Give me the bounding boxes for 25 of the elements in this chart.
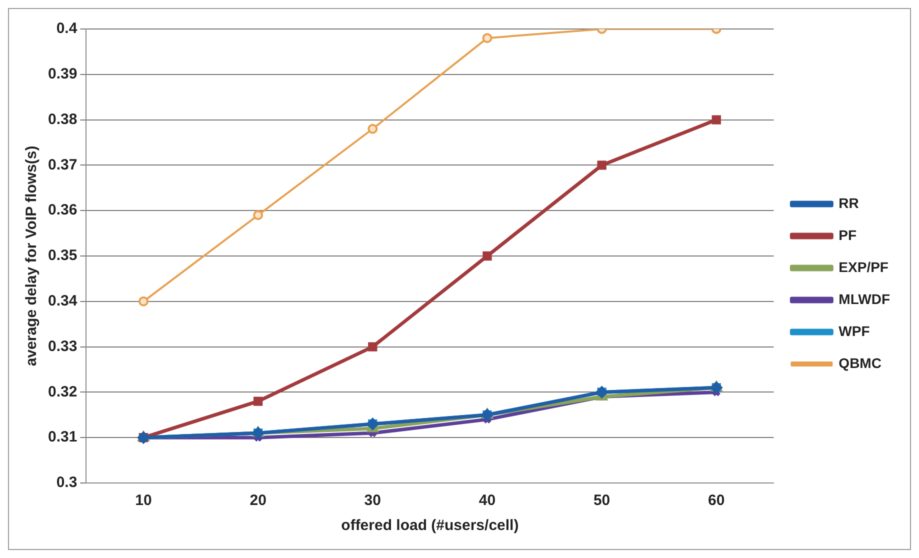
- x-tick-label: 60: [708, 492, 725, 510]
- x-tick-label: 40: [478, 492, 496, 510]
- legend-label: EXP/PF: [838, 258, 889, 275]
- y-tick-label: 0.37: [48, 156, 78, 174]
- x-tick-label: 50: [593, 492, 610, 510]
- x-tick-label: 20: [250, 492, 266, 510]
- y-tick-label: 0.4: [56, 20, 78, 38]
- y-tick-label: 0.33: [48, 338, 78, 355]
- x-tick-label: 10: [135, 492, 152, 510]
- y-tick-label: 0.3: [56, 474, 78, 492]
- y-tick-label: 0.35: [48, 247, 78, 264]
- x-axis-title: offered load (#users/cell): [341, 517, 519, 534]
- y-tick-label: 0.34: [48, 292, 78, 310]
- y-tick-label: 0.31: [48, 428, 78, 446]
- legend-label: WPF: [838, 322, 870, 339]
- y-tick-label: 0.36: [48, 202, 78, 219]
- y-tick-label: 0.32: [48, 383, 78, 400]
- legend-label: RR: [838, 194, 859, 211]
- legend-label: MLWDF: [838, 290, 890, 307]
- y-axis-title: average delay for VoIP flows(s): [23, 146, 40, 366]
- y-tick-label: 0.39: [48, 66, 78, 83]
- y-tick-label: 0.38: [48, 110, 78, 128]
- legend-label: QBMC: [838, 354, 882, 371]
- legend-label: PF: [838, 226, 858, 243]
- x-tick-label: 30: [364, 492, 381, 510]
